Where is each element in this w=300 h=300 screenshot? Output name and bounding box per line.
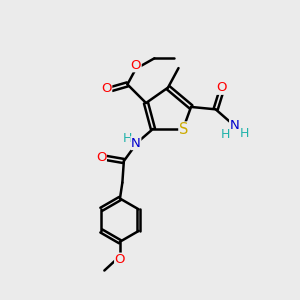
Text: O: O <box>130 59 141 72</box>
Text: O: O <box>96 151 106 164</box>
Text: O: O <box>101 82 112 95</box>
Text: O: O <box>115 253 125 266</box>
Text: S: S <box>179 122 188 137</box>
Text: N: N <box>230 119 239 132</box>
Text: N: N <box>131 136 141 149</box>
Text: O: O <box>216 81 227 94</box>
Text: H: H <box>240 127 249 140</box>
Text: H: H <box>221 128 230 141</box>
Text: H: H <box>123 132 132 145</box>
